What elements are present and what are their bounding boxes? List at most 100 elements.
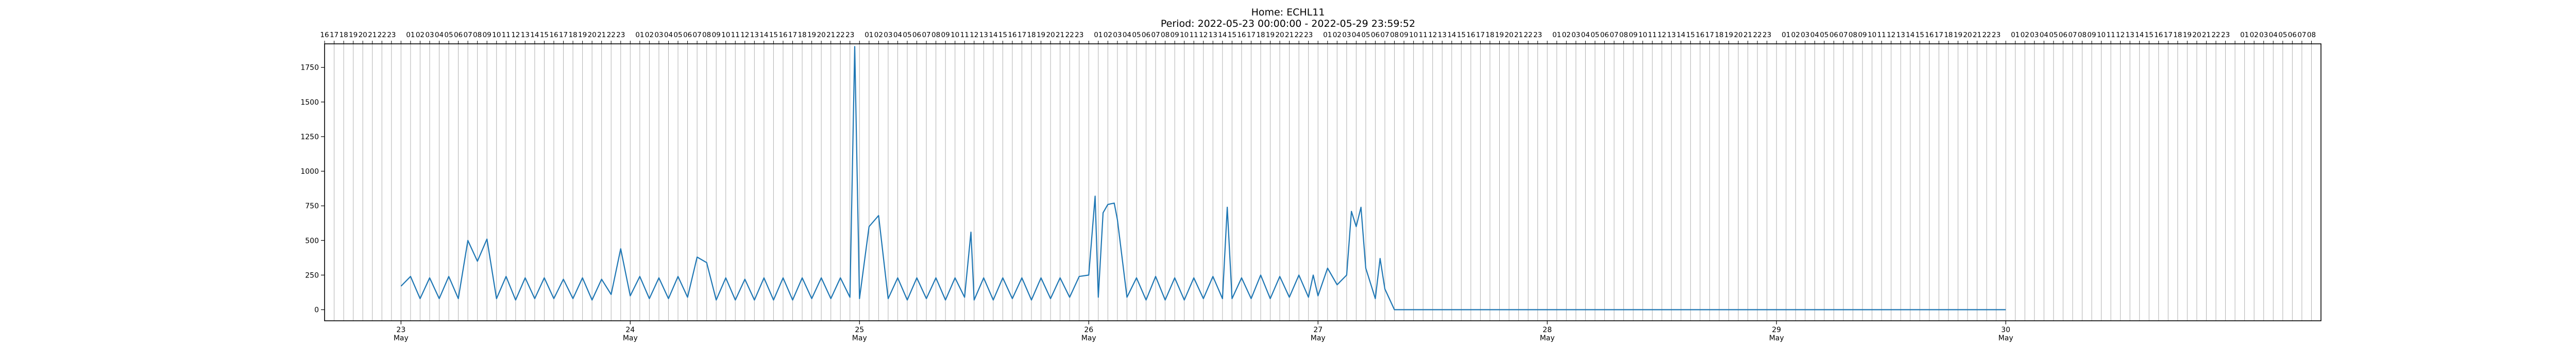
hour-tick-label: 19 xyxy=(578,31,587,39)
hour-tick-label: 13 xyxy=(1667,31,1676,39)
hour-tick-label: 17 xyxy=(2164,31,2173,39)
day-tick-label: 27 xyxy=(1313,326,1323,334)
hour-tick-label: 15 xyxy=(769,31,778,39)
hour-tick-label: 21 xyxy=(1514,31,1523,39)
hour-tick-label: 14 xyxy=(1218,31,1227,39)
hour-tick-label: 12 xyxy=(740,31,749,39)
hour-tick-label: 17 xyxy=(788,31,797,39)
hour-tick-label: 10 xyxy=(1409,31,1418,39)
hour-tick-label: 21 xyxy=(1056,31,1064,39)
hour-tick-label: 05 xyxy=(903,31,911,39)
hour-tick-label: 23 xyxy=(845,31,854,39)
hour-tick-label: 19 xyxy=(1266,31,1275,39)
hour-tick-label: 18 xyxy=(2173,31,2182,39)
hour-tick-label: 16 xyxy=(778,31,787,39)
hour-tick-label: 04 xyxy=(2269,31,2278,39)
hour-tick-label: 02 xyxy=(1104,31,1112,39)
hour-tick-label: 07 xyxy=(1380,31,1389,39)
hour-tick-label: 10 xyxy=(1868,31,1876,39)
hour-tick-label: 06 xyxy=(1600,31,1609,39)
hour-tick-label: 03 xyxy=(2030,31,2039,39)
hour-tick-label: 05 xyxy=(673,31,682,39)
day-tick-label: 29 xyxy=(1772,326,1781,334)
hour-tick-label: 22 xyxy=(836,31,845,39)
hour-tick-label: 17 xyxy=(1935,31,1943,39)
hour-tick-label: 04 xyxy=(435,31,444,39)
y-tick-label: 1000 xyxy=(300,168,319,176)
hour-tick-label: 11 xyxy=(960,31,969,39)
month-tick-label: May xyxy=(1998,334,2013,342)
hour-tick-label: 05 xyxy=(2278,31,2287,39)
hour-tick-label: 19 xyxy=(349,31,358,39)
hour-tick-label: 02 xyxy=(874,31,883,39)
hour-tick-label: 18 xyxy=(568,31,577,39)
hour-tick-label: 11 xyxy=(1648,31,1657,39)
hour-tick-label: 13 xyxy=(750,31,759,39)
y-tick-label: 1250 xyxy=(300,133,319,141)
hour-tick-label: 17 xyxy=(1247,31,1256,39)
hour-tick-label: 04 xyxy=(1123,31,1131,39)
hour-tick-label: 08 xyxy=(2078,31,2087,39)
chart-title: Home: ECHL11 xyxy=(1251,7,1325,18)
hour-tick-label: 21 xyxy=(826,31,835,39)
hour-tick-label: 18 xyxy=(1027,31,1036,39)
day-tick-label: 23 xyxy=(396,326,405,334)
hour-tick-label: 08 xyxy=(2307,31,2316,39)
hour-tick-label: 22 xyxy=(1295,31,1303,39)
hour-tick-label: 20 xyxy=(588,31,597,39)
hour-tick-label: 18 xyxy=(1485,31,1494,39)
hour-tick-label: 04 xyxy=(664,31,673,39)
hour-tick-label: 05 xyxy=(1590,31,1599,39)
month-tick-label: May xyxy=(1540,334,1555,342)
hour-tick-label: 02 xyxy=(2021,31,2029,39)
hour-tick-label: 19 xyxy=(1037,31,1045,39)
hour-tick-label: 16 xyxy=(1696,31,1704,39)
hour-tick-label: 06 xyxy=(1142,31,1150,39)
hour-tick-label: 08 xyxy=(473,31,482,39)
hour-tick-label: 22 xyxy=(1065,31,1074,39)
day-tick-label: 24 xyxy=(625,326,635,334)
hour-tick-label: 20 xyxy=(1504,31,1513,39)
hour-grid xyxy=(324,44,2312,321)
hour-tick-label: 11 xyxy=(731,31,740,39)
hour-tick-label: 05 xyxy=(1132,31,1141,39)
hour-tick-label: 19 xyxy=(1954,31,1962,39)
hour-tick-label: 12 xyxy=(1199,31,1208,39)
hour-tick-label: 03 xyxy=(1571,31,1580,39)
hour-tick-label: 09 xyxy=(483,31,492,39)
hour-tick-label: 18 xyxy=(1944,31,1953,39)
hour-tick-label: 15 xyxy=(1686,31,1695,39)
hour-tick-label: 19 xyxy=(1495,31,1504,39)
hour-tick-label: 06 xyxy=(912,31,921,39)
y-tick-label: 250 xyxy=(305,271,319,280)
hour-tick-label: 14 xyxy=(1676,31,1685,39)
hour-tick-label: 11 xyxy=(1419,31,1428,39)
hour-tick-label: 22 xyxy=(1753,31,1762,39)
hour-tick-label: 12 xyxy=(1887,31,1895,39)
hour-tick-label: 16 xyxy=(1237,31,1246,39)
hour-tick-label: 19 xyxy=(807,31,816,39)
hour-tick-label: 17 xyxy=(1018,31,1026,39)
hour-tick-label: 11 xyxy=(1190,31,1198,39)
chart-subtitle: Period: 2022-05-23 00:00:00 - 2022-05-29… xyxy=(1160,18,1416,29)
hour-tick-label: 23 xyxy=(1762,31,1771,39)
hour-tick-label: 07 xyxy=(692,31,701,39)
hour-tick-label: 23 xyxy=(1075,31,1083,39)
hour-tick-label: 04 xyxy=(2040,31,2048,39)
hour-tick-label: 01 xyxy=(1782,31,1790,39)
hour-tick-label: 21 xyxy=(1743,31,1752,39)
hour-tick-label: 13 xyxy=(2126,31,2134,39)
hour-tick-label: 04 xyxy=(893,31,902,39)
hour-tick-label: 05 xyxy=(1820,31,1828,39)
hour-tick-label: 22 xyxy=(378,31,386,39)
hour-tick-label: 15 xyxy=(1457,31,1466,39)
hour-tick-label: 20 xyxy=(2192,31,2201,39)
hour-tick-label: 23 xyxy=(616,31,625,39)
hour-tick-label: 05 xyxy=(1361,31,1370,39)
hour-tick-label: 08 xyxy=(702,31,711,39)
hour-tick-label: 08 xyxy=(1161,31,1170,39)
hour-tick-label: 12 xyxy=(2116,31,2125,39)
hour-tick-label: 12 xyxy=(1657,31,1666,39)
y-tick-label: 750 xyxy=(305,202,319,210)
hour-tick-label: 03 xyxy=(1801,31,1809,39)
